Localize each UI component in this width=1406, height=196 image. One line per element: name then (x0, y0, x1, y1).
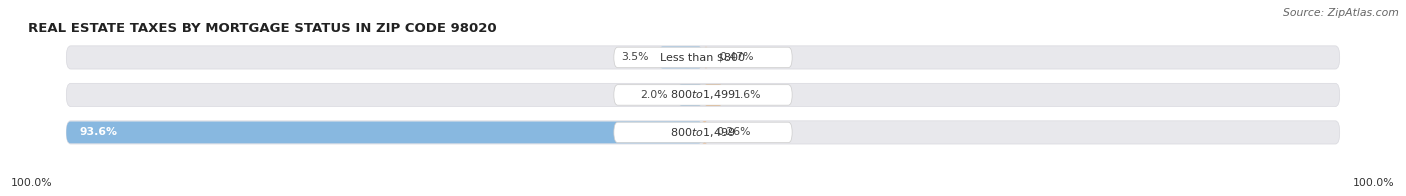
FancyBboxPatch shape (658, 46, 703, 68)
Text: 2.0%: 2.0% (640, 90, 668, 100)
Text: $800 to $1,499: $800 to $1,499 (671, 88, 735, 102)
FancyBboxPatch shape (678, 84, 703, 106)
Text: Less than $800: Less than $800 (661, 53, 745, 63)
FancyBboxPatch shape (66, 122, 703, 143)
FancyBboxPatch shape (66, 83, 1340, 106)
FancyBboxPatch shape (66, 121, 1340, 144)
FancyBboxPatch shape (614, 85, 792, 105)
Text: REAL ESTATE TAXES BY MORTGAGE STATUS IN ZIP CODE 98020: REAL ESTATE TAXES BY MORTGAGE STATUS IN … (28, 22, 496, 35)
Text: 100.0%: 100.0% (11, 178, 53, 188)
FancyBboxPatch shape (66, 46, 1340, 69)
FancyBboxPatch shape (614, 122, 792, 143)
Text: 1.6%: 1.6% (734, 90, 761, 100)
Text: 0.26%: 0.26% (717, 127, 751, 137)
FancyBboxPatch shape (702, 122, 707, 143)
FancyBboxPatch shape (703, 84, 723, 106)
FancyBboxPatch shape (703, 46, 709, 68)
Text: $800 to $1,499: $800 to $1,499 (671, 126, 735, 139)
Text: 93.6%: 93.6% (79, 127, 117, 137)
Text: 100.0%: 100.0% (1353, 178, 1395, 188)
FancyBboxPatch shape (614, 47, 792, 68)
Text: 0.47%: 0.47% (720, 53, 754, 63)
Text: 3.5%: 3.5% (620, 53, 648, 63)
Text: Source: ZipAtlas.com: Source: ZipAtlas.com (1284, 8, 1399, 18)
